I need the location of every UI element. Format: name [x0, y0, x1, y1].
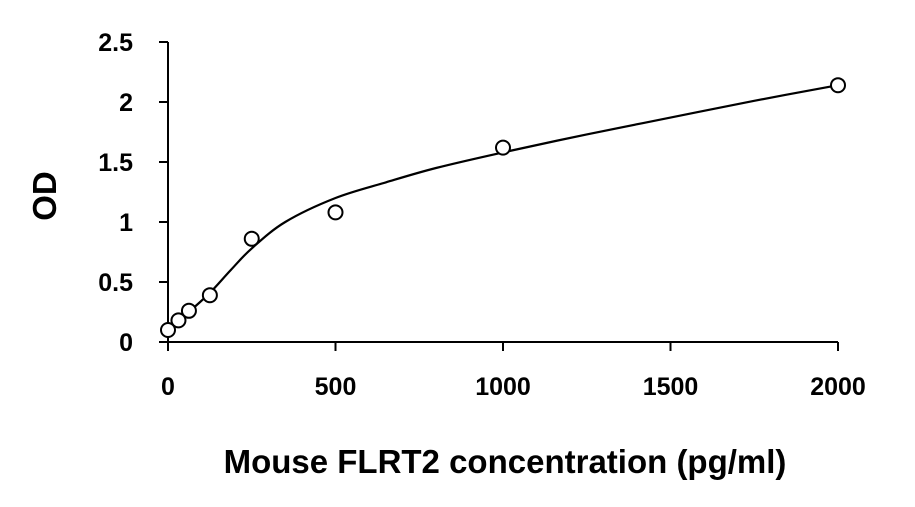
x-tick-label: 500: [315, 373, 357, 401]
data-point: [243, 230, 260, 247]
x-tick-label: 0: [161, 373, 175, 401]
x-tick-label: 2000: [810, 373, 866, 401]
x-tick-labels: 0 500 1000 1500 2000: [161, 373, 866, 401]
data-point: [160, 322, 176, 338]
data-point: [170, 312, 187, 329]
y-tick-labels: 0 0.5 1 1.5 2 2.5: [98, 29, 133, 357]
y-axis-title: OD: [26, 171, 63, 221]
fit-curve: [167, 84, 839, 331]
y-tick-label: 0.5: [98, 269, 133, 297]
data-point: [180, 302, 197, 319]
x-tick-marks: [167, 342, 839, 351]
data-point: [830, 77, 846, 94]
y-tick-label: 2.5: [98, 29, 133, 57]
x-axis-title: Mouse FLRT2 concentration (pg/ml): [224, 443, 787, 480]
y-tick-marks: [159, 41, 168, 343]
data-point: [201, 287, 218, 304]
axes: [159, 41, 839, 351]
x-tick-label: 1000: [475, 373, 531, 401]
data-point: [495, 139, 511, 156]
y-tick-label: 2: [119, 89, 133, 117]
y-tick-label: 1: [119, 209, 133, 237]
x-tick-label: 1500: [643, 373, 699, 401]
data-points: [160, 77, 846, 338]
data-point: [327, 204, 344, 221]
y-tick-label: 0: [119, 329, 133, 357]
y-tick-label: 1.5: [98, 149, 133, 177]
